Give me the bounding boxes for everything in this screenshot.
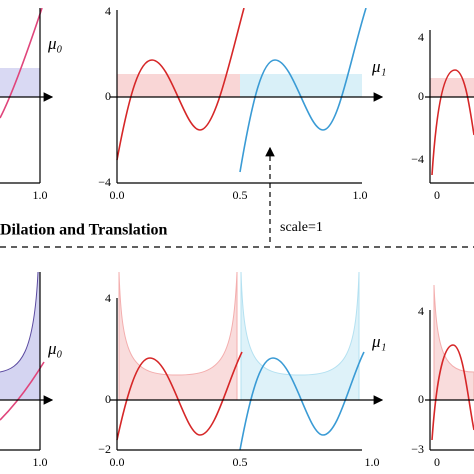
arrow-label: scale=1: [280, 220, 323, 235]
y-tick-label: −3: [411, 442, 424, 456]
y-tick-label: 4: [418, 30, 424, 44]
curve: [116, 8, 245, 161]
shade: [433, 284, 474, 401]
x-tick-label: 0: [434, 188, 440, 202]
shade: [118, 271, 238, 401]
shade: [240, 74, 362, 97]
x-tick-label: 0.5: [233, 455, 248, 469]
measure-label: μ₁: [371, 57, 386, 76]
x-tick-label: 0.0: [110, 455, 125, 469]
x-tick-label: 1.0: [365, 455, 380, 469]
x-tick-label: 1.0: [33, 455, 48, 469]
curve: [0, 8, 43, 119]
y-tick-label: 4: [105, 4, 111, 18]
curve: [116, 351, 243, 441]
x-tick-label: 0: [434, 455, 440, 469]
y-tick-label: −2: [98, 442, 111, 456]
measure-label: μ₀: [47, 339, 63, 358]
shade: [240, 271, 360, 401]
y-tick-label: 0: [418, 89, 424, 103]
measure-label: μ₀: [47, 34, 63, 53]
curve: [239, 8, 367, 173]
x-tick-label: 0.5: [233, 188, 248, 202]
y-tick-label: 4: [105, 291, 111, 305]
shade: [0, 272, 40, 400]
top-curves: [0, 8, 474, 176]
shade: [117, 74, 240, 97]
x-tick-label: 1.0: [33, 188, 48, 202]
curve: [431, 69, 474, 176]
x-tick-label: 0.0: [110, 188, 125, 202]
y-tick-label: 0: [105, 89, 111, 103]
curve: [0, 271, 39, 373]
section-title: Dilation and Translation: [0, 222, 168, 239]
curve: [239, 351, 365, 451]
curve: [431, 344, 474, 441]
shade: [430, 78, 474, 97]
y-tick-label: 0: [105, 392, 111, 406]
y-tick-label: 0: [418, 392, 424, 406]
x-tick-label: 1.0: [353, 188, 368, 202]
y-tick-label: −4: [98, 175, 111, 189]
y-tick-label: 4: [418, 304, 424, 318]
y-tick-label: −4: [411, 152, 424, 166]
bottom-curves: [0, 271, 474, 451]
measure-label: μ₁: [371, 332, 386, 351]
